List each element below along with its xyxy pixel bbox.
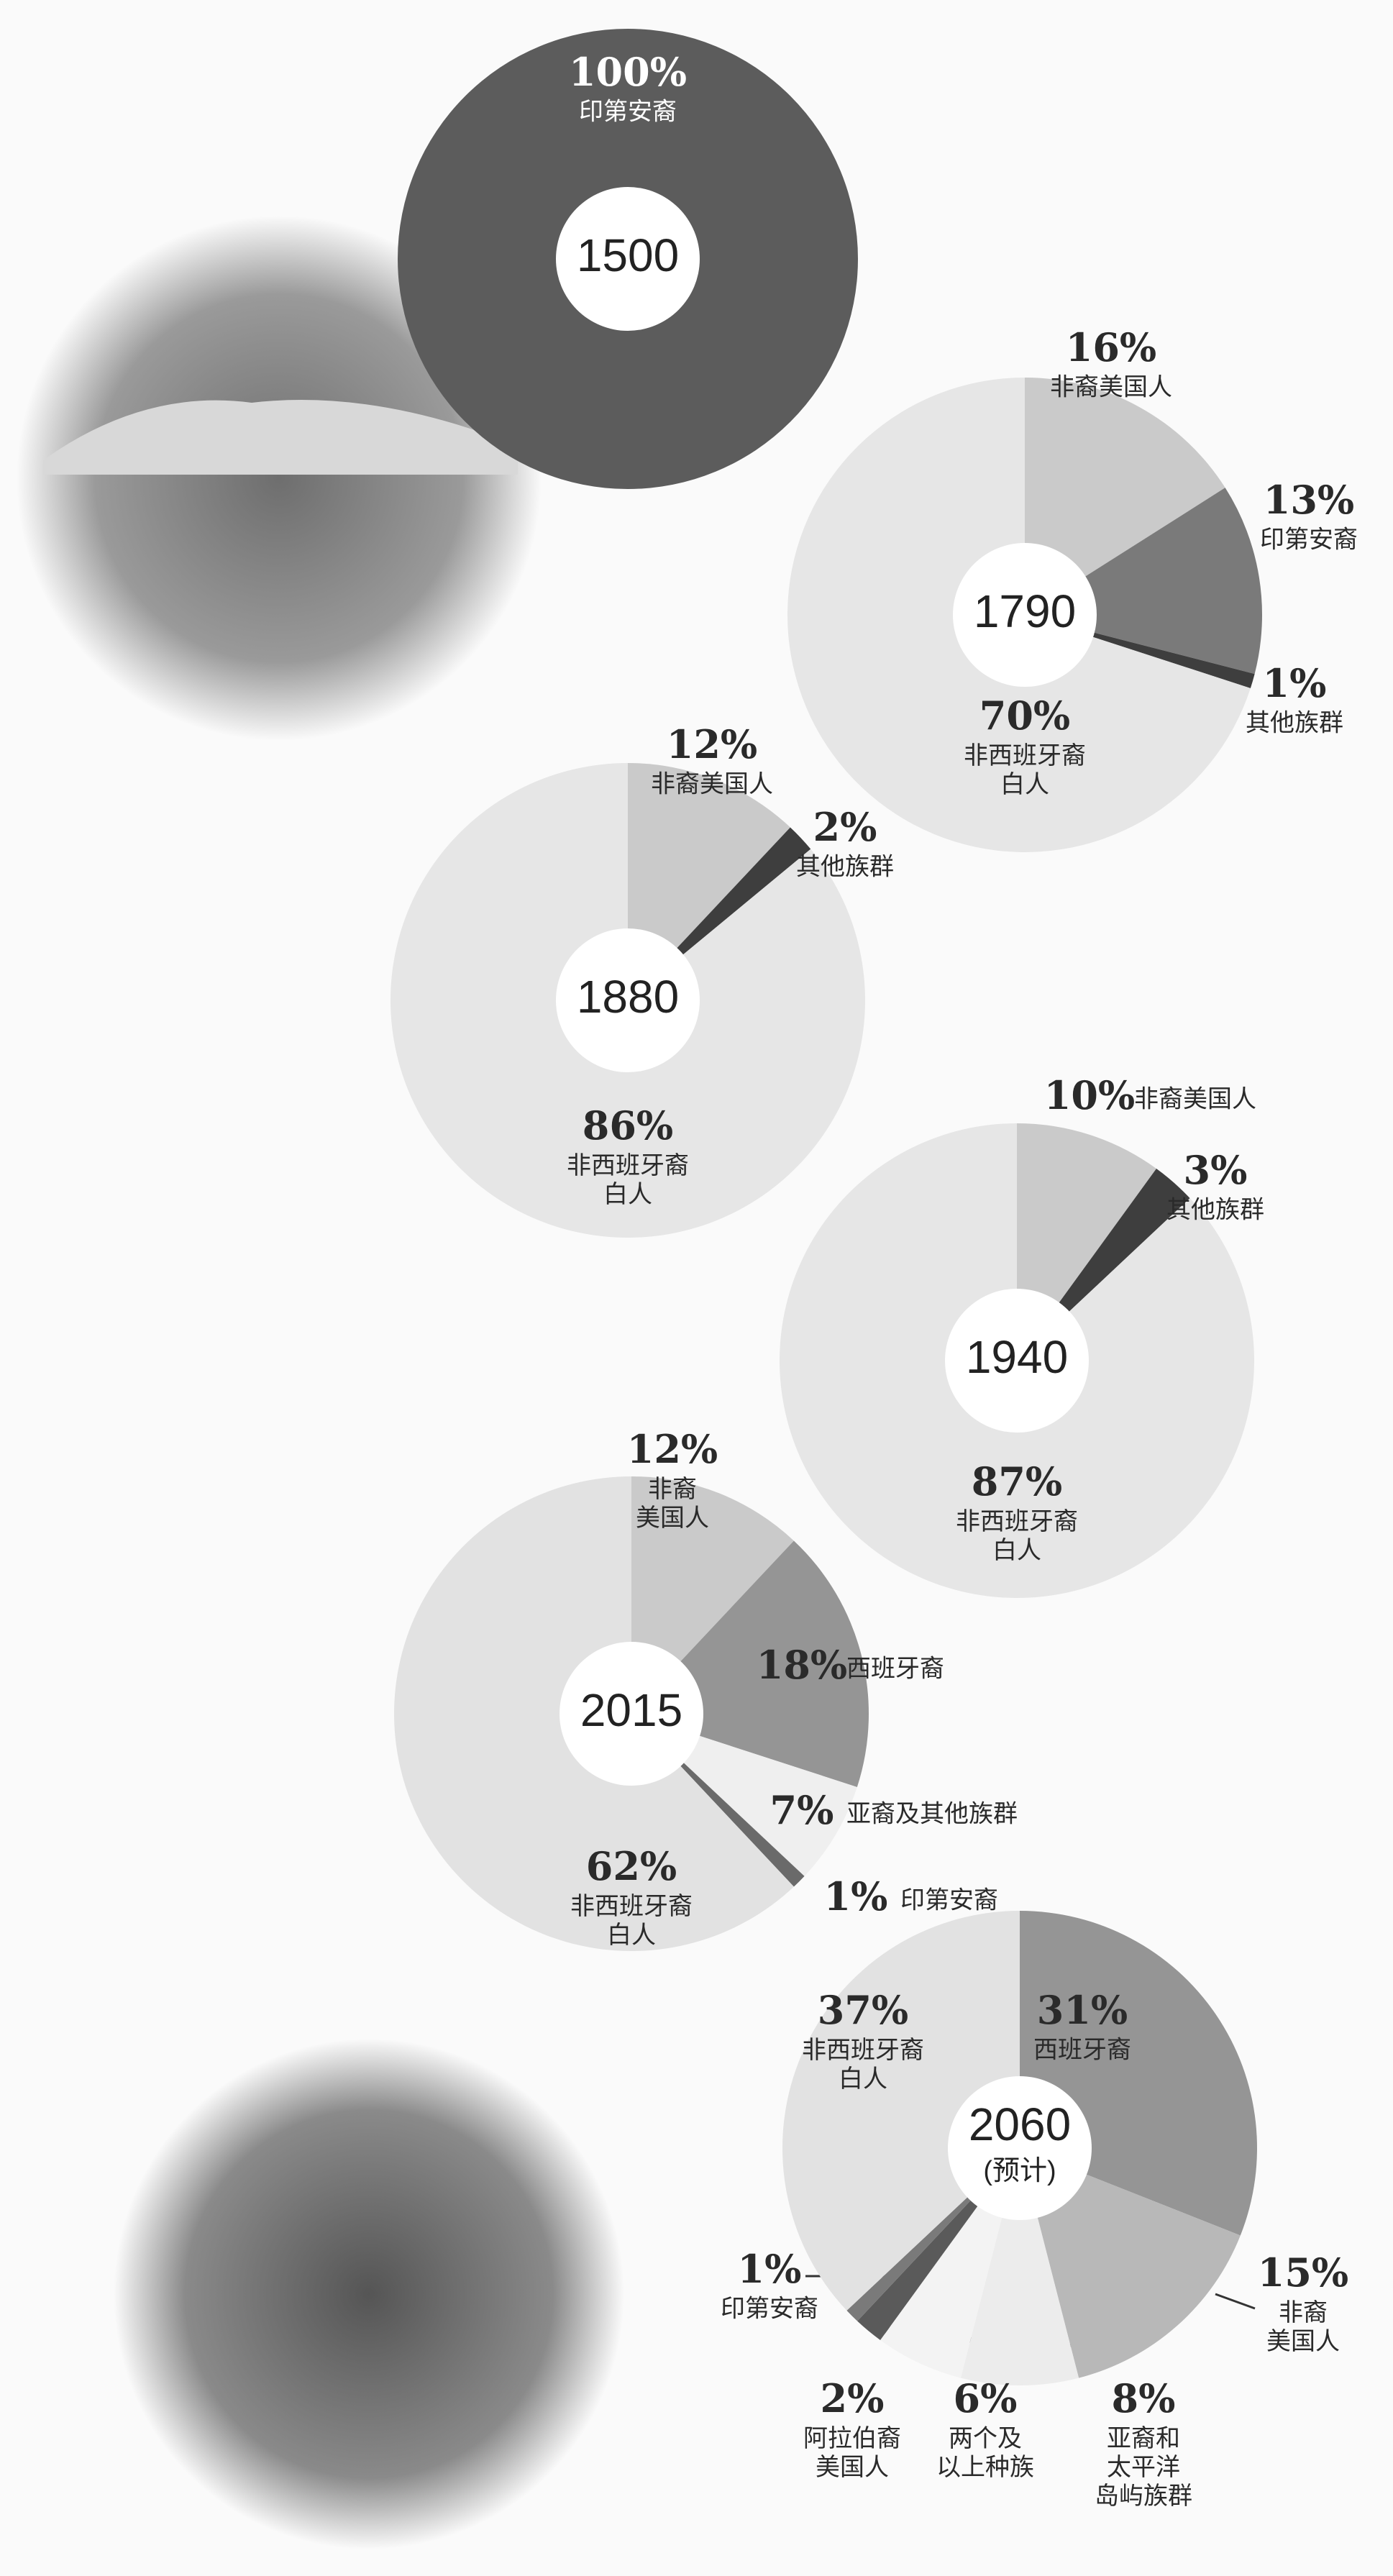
value-label: 62% (586, 1843, 677, 1889)
year-label: 2015 (580, 1684, 682, 1736)
slice-label: 西班牙裔 (1033, 2036, 1131, 2065)
text-line: 非裔 (1279, 2298, 1328, 2327)
year-label: 1940 (966, 1331, 1068, 1383)
value-label: 16% (1066, 324, 1156, 370)
text-line: 白人 (839, 2065, 887, 2093)
slice-label: 亚裔及其他族群 (846, 1800, 1018, 1829)
slice-label: 亚裔和太平洋岛屿族群 (1095, 2424, 1192, 2511)
text-line: 非西班牙裔 (567, 1151, 689, 1180)
value-label: 100% (569, 49, 687, 95)
year-label: 2060 (预计) (969, 2098, 1071, 2186)
value-label: 12% (627, 1426, 718, 1472)
text-line: 太平洋 (1107, 2453, 1180, 2482)
slice-label: 印第安裔 (721, 2295, 818, 2324)
value-label: 1% (824, 1873, 888, 1919)
value-label: 10% (1044, 1072, 1135, 1118)
text-line: 白人 (1000, 770, 1049, 799)
slice-label: 非裔美国人 (651, 770, 773, 799)
value-label: 15% (1258, 2250, 1348, 2296)
slice-label: 其他族群 (1246, 709, 1343, 738)
photo-crowd (114, 2039, 624, 2549)
slice-label: 非裔美国人 (1050, 373, 1172, 402)
text-line: 非西班牙裔 (570, 1892, 693, 1921)
text-line: 以上种族 (936, 2453, 1034, 2482)
text-line: 亚裔和 (1107, 2424, 1180, 2453)
value-label: 18% (757, 1642, 847, 1688)
text-line: 非西班牙裔 (802, 2036, 924, 2065)
text-line: 白人 (603, 1180, 652, 1209)
text-line: 美国人 (1266, 2327, 1340, 2356)
value-label: 70% (979, 693, 1070, 739)
value-label: 2% (813, 804, 877, 850)
year-label: 1500 (577, 229, 679, 281)
value-label: 2% (821, 2375, 885, 2421)
value-label: 86% (583, 1102, 673, 1148)
slice-label: 印第安裔 (1260, 526, 1358, 554)
text-line: 岛屿族群 (1095, 2482, 1192, 2511)
text-line: 非西班牙裔 (956, 1507, 1078, 1536)
page: 1500100%印第安裔179016%非裔美国人13%印第安裔1%其他族群70%… (0, 0, 1393, 2576)
slice-label: 印第安裔 (579, 98, 677, 127)
slice-label: 阿拉伯裔美国人 (803, 2424, 901, 2482)
text-line: 阿拉伯裔 (803, 2424, 901, 2453)
text-line: 非西班牙裔 (964, 741, 1086, 770)
text-line: (预计) (983, 2156, 1056, 2186)
text-line: 非裔 (648, 1475, 697, 1504)
value-label: 31% (1037, 1987, 1128, 2033)
slice-label: 其他族群 (796, 853, 894, 882)
value-label: 1% (1263, 660, 1327, 706)
slice-label: 两个及以上种族 (936, 2424, 1034, 2482)
text-line: 美国人 (636, 1504, 709, 1533)
slice-label: 西班牙裔 (846, 1655, 944, 1684)
year-label: 1880 (577, 971, 679, 1023)
value-label: 1% (738, 2246, 802, 2292)
text-line: 白人 (607, 1921, 656, 1950)
value-label: 7% (770, 1787, 834, 1833)
slice-label: 非裔美国人 (1134, 1085, 1256, 1114)
slice-label: 其他族群 (1166, 1196, 1264, 1225)
text-line: 两个及 (949, 2424, 1022, 2453)
value-label: 37% (818, 1987, 908, 2033)
text-line: 2060 (969, 2098, 1071, 2150)
value-label: 87% (972, 1458, 1062, 1504)
value-label: 8% (1112, 2375, 1176, 2421)
value-label: 12% (667, 721, 757, 767)
text-line: 美国人 (816, 2453, 889, 2482)
value-label: 6% (954, 2375, 1018, 2421)
text-line: 白人 (992, 1536, 1041, 1565)
value-label: 13% (1264, 477, 1354, 523)
year-label: 1790 (974, 585, 1076, 637)
slice-label: 非裔美国人 (1266, 2298, 1340, 2356)
value-label: 3% (1184, 1147, 1248, 1193)
slice-label: 印第安裔 (900, 1886, 998, 1915)
